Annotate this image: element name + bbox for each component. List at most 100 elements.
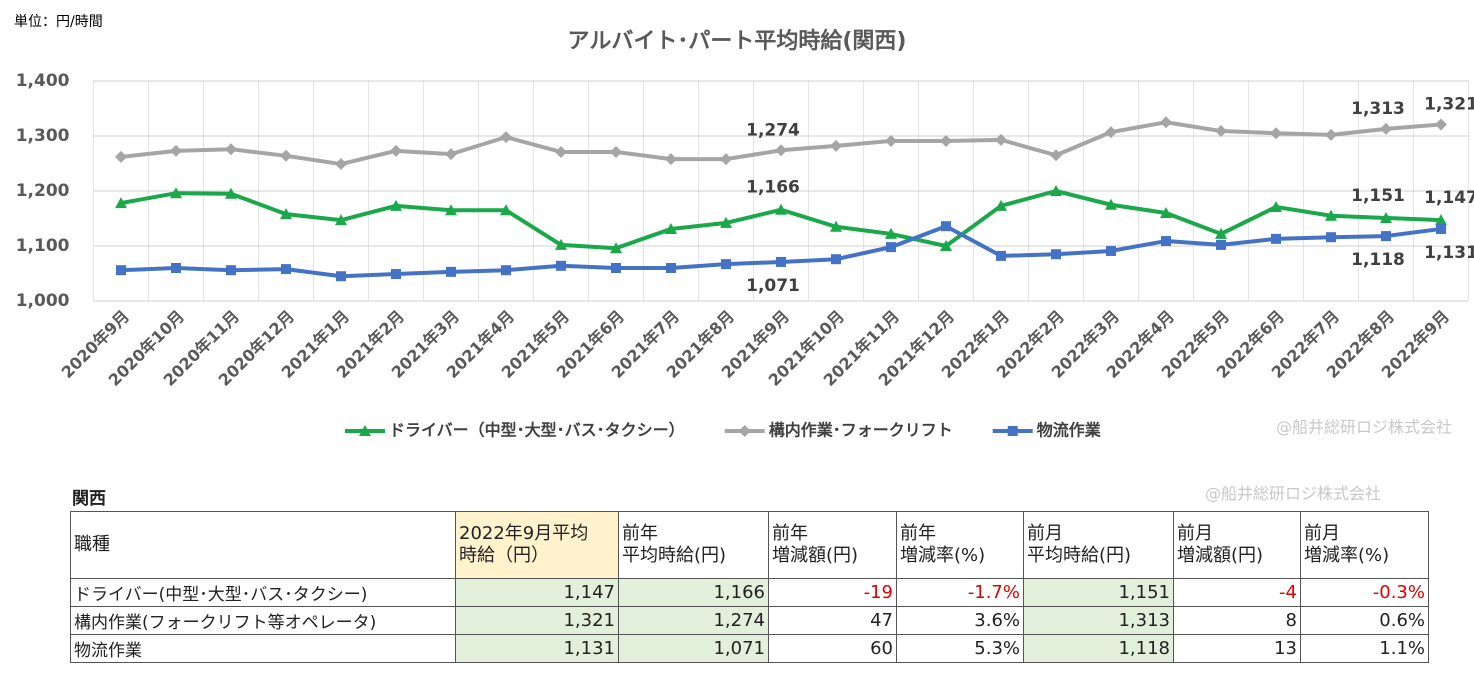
table-cell: 前月 増減額(円) [1173,511,1301,579]
legend-marker [1007,426,1018,436]
point [610,242,622,254]
table-cell: 前年 増減率(%) [896,511,1024,579]
table-cell: 1,151 [1023,578,1174,607]
point [665,222,677,234]
table-cell: 60 [768,634,897,663]
point [500,204,512,216]
watermark: @船井総研ロジ株式会社 [1205,484,1382,503]
point [831,254,841,265]
table-cell: 物流作業 [70,634,456,663]
table-title: 関西 [72,489,106,509]
y-tick-label: 1,400 [16,71,70,91]
point [720,153,732,166]
point [555,238,567,250]
point [775,144,787,157]
data-label: 1,118 [1351,250,1405,270]
table-cell: 前月 増減率(%) [1300,511,1429,579]
point [940,134,952,147]
data-label: 1,147 [1424,188,1474,208]
series-line [120,189,1442,251]
point [720,216,732,228]
table-cell: 5.3% [896,634,1024,663]
data-label: 1,151 [1351,186,1405,206]
point [1380,122,1392,135]
table-cell: 1,313 [1023,606,1174,635]
point [1215,125,1227,138]
point [886,242,896,253]
point [336,271,346,282]
point [115,197,127,209]
point [1106,245,1116,256]
point [1160,116,1172,129]
table-row: 物流作業 1,131 1,071 60 5.3% 1,118 13 1.1% [70,634,1429,663]
data-table: 職種 2022年9月平均 時給（円） 前年 平均時給(円) 前年 増減額(円) 前年 増… [70,511,1429,663]
table-cell: -19 [768,578,897,607]
table-cell: 1,131 [455,634,619,663]
point [335,158,347,171]
point [830,220,842,232]
table-cell: 職種 [70,511,456,579]
point [776,256,786,267]
y-tick-label: 1,300 [16,126,70,146]
table-row: ドライバー(中型･大型･バス･タクシー) 1,147 1,166 -19 -1.7% 1,… [70,578,1429,607]
point [1270,200,1282,212]
point [775,203,787,215]
point [941,221,951,232]
point [445,204,457,216]
legend-marker [738,425,751,437]
data-label: 1,321 [1424,94,1474,114]
table-cell: 1,166 [618,578,769,607]
point [445,148,457,161]
table-cell: -0.3% [1300,578,1429,607]
legend-label: 物流作業 [1037,421,1102,440]
table-cell: 8 [1173,606,1301,635]
point [940,240,952,251]
legend-label: 構内作業･フォークリフト [769,421,953,440]
table-cell: 構内作業(フォークリフト等オペレータ) [70,606,456,635]
point [1380,211,1392,223]
table-cell: 1,147 [455,578,619,607]
point [1051,249,1061,260]
point [611,263,621,273]
point [996,250,1006,261]
point [225,187,237,199]
point [885,134,897,147]
point [1326,232,1336,243]
point [995,133,1007,146]
point [1050,185,1062,196]
point [1161,236,1171,247]
watermark: @船井総研ロジ株式会社 [1276,418,1452,437]
point [1435,214,1447,226]
y-tick-label: 1,100 [16,236,70,256]
table-cell: ドライバー(中型･大型･バス･タクシー) [70,578,456,607]
table-cell: 1,274 [618,606,769,635]
data-label: 1,166 [746,178,800,198]
chart-title: アルバイト･パート平均時給(関西) [568,28,907,54]
table-row: 構内作業(フォークリフト等オペレータ) 1,321 1,274 47 3.6% 1,313… [70,606,1429,635]
y-tick-label: 1,000 [16,291,70,311]
point [830,139,842,152]
point [1381,231,1391,242]
point [170,144,182,157]
point [281,264,291,275]
unit-note: 単位：円/時間 [14,14,103,30]
point [1325,128,1337,141]
table-cell: 2022年9月平均 時給（円） [455,511,619,579]
point [391,269,401,280]
point [225,143,237,156]
point [995,199,1007,211]
y-tick-label: 1,200 [16,181,70,201]
point [1270,127,1282,140]
point [280,208,292,220]
point [610,145,622,158]
point [390,144,402,157]
point [665,153,677,166]
point [1435,118,1447,131]
point [1160,207,1172,218]
table-cell: 13 [1173,634,1301,663]
table-cell: 0.6% [1300,606,1429,635]
table-cell: 3.6% [896,606,1024,635]
table-cell: -4 [1173,578,1301,607]
table-cell: 47 [768,606,897,635]
